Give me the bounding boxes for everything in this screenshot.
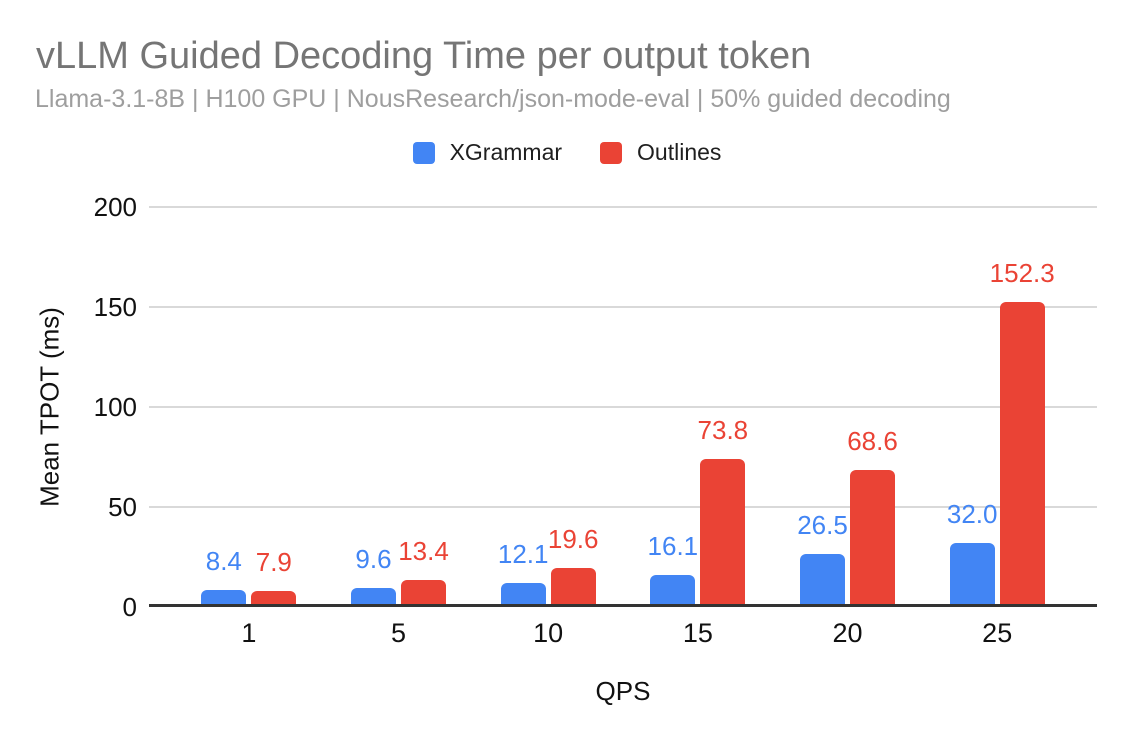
value-label-xgrammar-qps-15: 16.1 bbox=[647, 530, 699, 561]
bar-outlines-qps-25: 152.3 bbox=[990, 260, 1055, 607]
value-label-xgrammar-qps-20: 26.5 bbox=[797, 510, 848, 540]
bar-group-qps-1: 8.4 7.9 bbox=[174, 207, 324, 607]
bar-xgrammar-qps-5: 9.6 bbox=[351, 546, 396, 607]
value-label-xgrammar-qps-10: 12.1 bbox=[497, 538, 549, 569]
value-label-xgrammar-qps-5: 9.6 bbox=[355, 543, 392, 574]
chart-title: vLLM Guided Decoding Time per output tok… bbox=[36, 35, 812, 77]
bar-outlines-qps-20: 68.6 bbox=[847, 428, 898, 607]
value-label-outlines-qps-5: 13.4 bbox=[398, 536, 449, 567]
legend-label: Outlines bbox=[637, 139, 722, 165]
plot-area: 8.4 7.9 9.6 13.4 12.1 19.6 16.1 73.8 26.5 68.6 32.… bbox=[149, 206, 1097, 607]
y-tick-label: 200 bbox=[93, 192, 137, 222]
x-tick-label-10: 10 bbox=[533, 618, 564, 648]
x-axis-line bbox=[149, 604, 1097, 607]
legend-item-outlines: Outlines bbox=[600, 139, 721, 166]
legend-item-xgrammar: XGrammar bbox=[412, 139, 563, 166]
value-label-outlines-qps-20: 68.6 bbox=[847, 425, 898, 456]
y-tick-label: 150 bbox=[93, 292, 137, 322]
bar-group-qps-10: 12.1 19.6 bbox=[473, 207, 623, 607]
bar-xgrammar-qps-15: 16.1 bbox=[648, 533, 698, 607]
x-tick-label-15: 15 bbox=[682, 618, 713, 648]
bar-outlines-qps-1: 7.9 bbox=[251, 549, 297, 607]
legend: XGrammar Outlines bbox=[0, 139, 1134, 166]
legend-swatch-icon bbox=[412, 141, 435, 164]
value-label-xgrammar-qps-25: 32.0 bbox=[946, 499, 998, 529]
x-axis-tick-labels: 1 5 10 15 20 25 bbox=[149, 618, 1097, 648]
chart-subtitle: Llama-3.1-8B | H100 GPU | NousResearch/j… bbox=[35, 85, 951, 113]
y-tick-label: 100 bbox=[93, 392, 137, 422]
gridline bbox=[149, 506, 1097, 508]
value-label-outlines-qps-25: 152.3 bbox=[989, 258, 1055, 289]
bar-group-qps-20: 26.5 68.6 bbox=[773, 207, 923, 607]
x-tick-label-5: 5 bbox=[390, 618, 407, 648]
gridline bbox=[149, 306, 1097, 308]
y-tick-label: 0 bbox=[122, 592, 137, 622]
legend-swatch-icon bbox=[600, 141, 623, 164]
value-label-outlines-qps-1: 7.9 bbox=[255, 547, 292, 578]
y-axis-tick-labels: 0 50 100 150 200 bbox=[0, 194, 137, 620]
x-tick-label-20: 20 bbox=[832, 618, 863, 648]
bar-group-qps-25: 32.0 152.3 bbox=[922, 207, 1072, 607]
x-tick-label-1: 1 bbox=[241, 618, 257, 648]
bar-xgrammar-qps-20: 26.5 bbox=[797, 512, 848, 607]
bar-xgrammar-qps-25: 32.0 bbox=[947, 501, 997, 607]
bar-outlines-qps-5: 13.4 bbox=[398, 538, 449, 607]
bar-xgrammar-qps-10: 12.1 bbox=[498, 541, 548, 607]
value-label-outlines-qps-10: 19.6 bbox=[547, 523, 599, 554]
bar-groups: 8.4 7.9 9.6 13.4 12.1 19.6 16.1 73.8 26.5 68.6 32.… bbox=[149, 207, 1097, 607]
gridline bbox=[149, 406, 1097, 408]
bar-outlines-qps-15: 73.8 bbox=[698, 417, 748, 607]
bar-group-qps-5: 9.6 13.4 bbox=[324, 207, 474, 607]
x-tick-label-25: 25 bbox=[982, 618, 1013, 648]
legend-label: XGrammar bbox=[449, 139, 563, 165]
x-axis-title: QPS bbox=[595, 676, 651, 706]
bar-outlines-qps-10: 19.6 bbox=[548, 526, 598, 607]
bar-group-qps-15: 16.1 73.8 bbox=[623, 207, 773, 607]
value-label-outlines-qps-15: 73.8 bbox=[697, 415, 749, 446]
y-tick-label: 50 bbox=[108, 492, 137, 522]
gridline bbox=[149, 206, 1097, 208]
value-label-xgrammar-qps-1: 8.4 bbox=[205, 546, 242, 577]
bar-xgrammar-qps-1: 8.4 bbox=[201, 548, 247, 607]
